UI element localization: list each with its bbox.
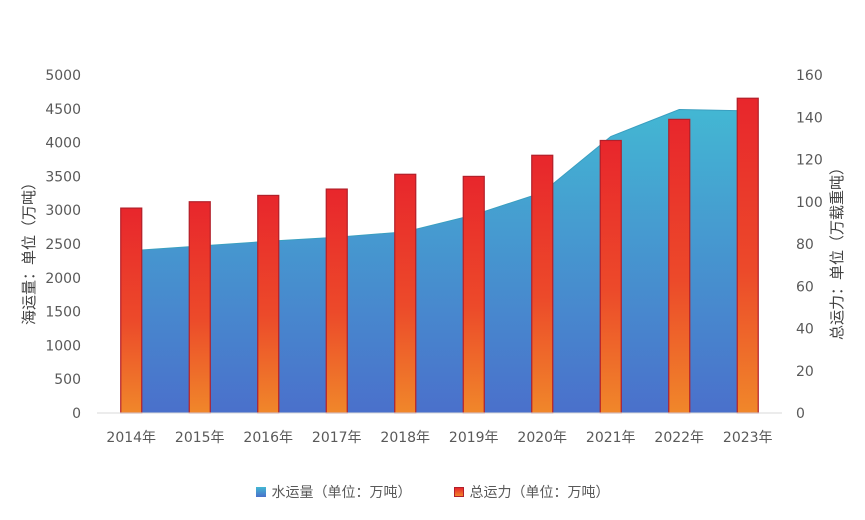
bar-total-capacity <box>531 154 554 414</box>
x-tick-label: 2018年 <box>380 430 430 446</box>
x-tick-label: 2022年 <box>654 430 704 446</box>
left-axis-ticks: 0 500 1000 1500 2000 2500 3000 3500 4000 4500 5000 <box>45 68 81 422</box>
x-tick-label: 2021年 <box>586 430 636 446</box>
legend-label-total-capacity: 总运力（单位：万吨） <box>469 485 610 501</box>
legend-item-total-capacity: 总运力（单位：万吨） <box>453 482 610 502</box>
right-tick-label: 140 <box>796 110 823 126</box>
bar-total-capacity <box>257 194 280 414</box>
right-tick-label: 0 <box>796 406 805 422</box>
left-tick-label: 500 <box>54 372 81 388</box>
left-axis-title: 海运量：单位（万吨） <box>20 175 38 325</box>
bar-total-capacity <box>736 97 759 414</box>
legend: 水运量（单位：万吨） 总运力（单位：万吨） <box>0 482 865 502</box>
bar-total-capacity <box>325 188 348 414</box>
x-axis-ticks: 2014年 2015年 2016年 2017年 2018年 2019年 2020年 2021年… <box>106 430 772 446</box>
left-tick-label: 2000 <box>45 271 81 287</box>
bar-total-capacity <box>462 175 485 414</box>
x-tick-label: 2014年 <box>106 430 156 446</box>
left-tick-label: 2500 <box>45 237 81 253</box>
x-tick-label: 2020年 <box>517 430 567 446</box>
right-tick-label: 60 <box>796 279 814 295</box>
right-tick-label: 80 <box>796 237 814 253</box>
x-tick-label: 2016年 <box>243 430 293 446</box>
area-layer <box>130 108 749 414</box>
right-tick-label: 120 <box>796 153 823 169</box>
left-tick-label: 5000 <box>45 68 81 84</box>
bar-total-capacity <box>188 201 211 414</box>
x-tick-label: 2015年 <box>175 430 225 446</box>
right-axis-ticks: 0 20 40 60 80 100 120 140 160 <box>796 68 823 422</box>
x-tick-label: 2017年 <box>312 430 362 446</box>
chart: 0500100015002000250030003500400045005000… <box>20 68 846 446</box>
left-tick-label: 3000 <box>45 203 81 219</box>
legend-swatch-bar <box>453 487 464 497</box>
bar-total-capacity <box>599 139 622 414</box>
bar-total-capacity <box>668 118 691 414</box>
left-tick-label: 0 <box>72 406 81 422</box>
legend-label-water-volume: 水运量（单位：万吨） <box>271 485 412 501</box>
right-axis-title: 总运力：单位（万载重吨） <box>828 160 846 340</box>
x-tick-label: 2019年 <box>449 430 499 446</box>
right-tick-label: 100 <box>796 195 823 211</box>
right-tick-label: 160 <box>796 68 823 84</box>
left-tick-label: 3500 <box>45 169 81 185</box>
bar-layer <box>120 97 759 414</box>
right-tick-label: 20 <box>796 364 814 380</box>
bar-total-capacity <box>394 173 417 414</box>
left-tick-label: 1500 <box>45 305 81 321</box>
legend-swatch-area <box>255 487 266 497</box>
right-tick-label: 40 <box>796 322 814 338</box>
left-tick-label: 4500 <box>45 102 81 118</box>
left-tick-label: 1000 <box>45 338 81 354</box>
bar-total-capacity <box>120 207 143 414</box>
area-series-water-volume <box>130 108 749 414</box>
legend-item-water-volume: 水运量（单位：万吨） <box>255 482 412 502</box>
x-tick-label: 2023年 <box>723 430 773 446</box>
left-tick-label: 4000 <box>45 136 81 152</box>
